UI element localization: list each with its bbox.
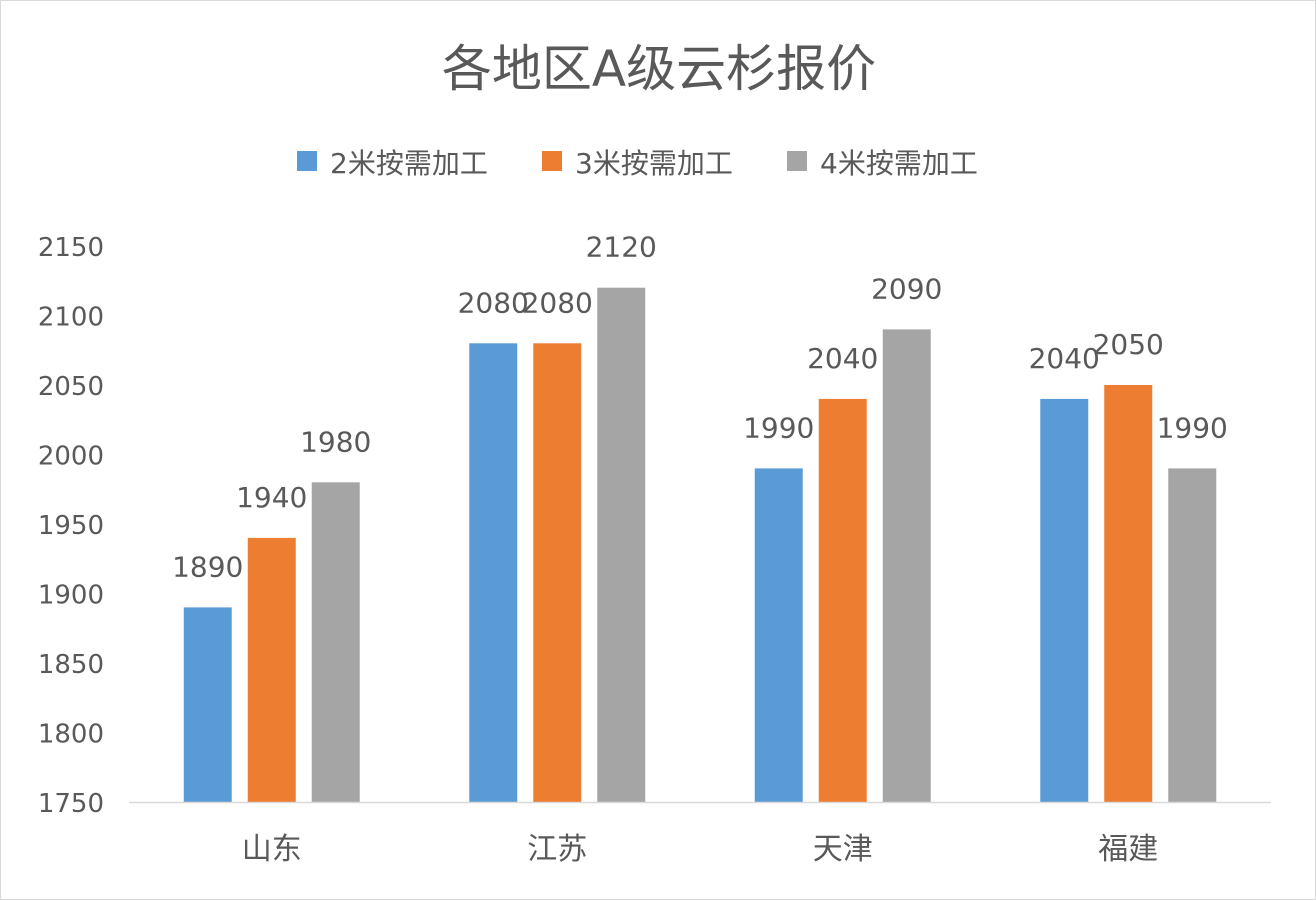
x-tick-label: 天津 [813, 832, 873, 867]
y-tick-label: 2150 [38, 233, 104, 263]
bar [1168, 468, 1217, 802]
bar [469, 343, 518, 802]
legend-label: 3米按需加工 [575, 147, 733, 180]
x-tick-label: 山东 [242, 832, 302, 867]
data-label: 1940 [236, 481, 307, 514]
data-label: 2040 [1029, 342, 1100, 375]
legend-item: 3米按需加工 [542, 147, 733, 180]
data-label: 2050 [1093, 328, 1164, 361]
legend-swatch [542, 151, 562, 171]
y-tick-label: 2000 [38, 442, 104, 472]
bar [247, 537, 296, 802]
y-tick-label: 2100 [38, 303, 104, 333]
bar [818, 398, 867, 802]
y-tick-label: 1850 [38, 650, 104, 680]
data-label: 1890 [172, 550, 243, 583]
legend-swatch [787, 151, 807, 171]
bar [597, 287, 646, 802]
x-axis: 山东 江苏 天津 福建 [129, 801, 1271, 867]
legend-swatch [297, 151, 317, 171]
data-label: 2120 [586, 231, 657, 264]
bar [1104, 385, 1153, 802]
bar [882, 329, 931, 802]
legend: 2米按需加工 3米按需加工 4米按需加工 [297, 147, 978, 180]
bar [533, 343, 582, 802]
data-label: 1990 [1157, 411, 1228, 444]
legend-item: 2米按需加工 [297, 147, 488, 180]
data-label: 2080 [458, 286, 529, 319]
y-tick-label: 1750 [38, 789, 104, 819]
y-tick-label: 1950 [38, 511, 104, 541]
y-tick-label: 1800 [38, 720, 104, 750]
data-label: 2080 [522, 286, 593, 319]
data-label: 1980 [300, 425, 371, 458]
legend-label: 4米按需加工 [820, 147, 978, 180]
bar [754, 468, 803, 802]
bar [311, 482, 360, 802]
chart-title: 各地区A级云杉报价 [442, 40, 876, 98]
y-tick-label: 2050 [38, 372, 104, 402]
bar [1040, 398, 1089, 802]
x-tick-label: 福建 [1098, 832, 1158, 867]
y-tick-label: 1900 [38, 581, 104, 611]
data-label: 1990 [743, 411, 814, 444]
y-axis: 1750 1800 1850 1900 1950 2000 2050 2100 2150 [38, 233, 104, 819]
data-label: 2040 [807, 342, 878, 375]
legend-item: 4米按需加工 [787, 147, 978, 180]
bar [183, 607, 232, 802]
x-tick-label: 江苏 [527, 832, 587, 867]
legend-label: 2米按需加工 [330, 147, 488, 180]
data-label: 2090 [871, 272, 942, 305]
